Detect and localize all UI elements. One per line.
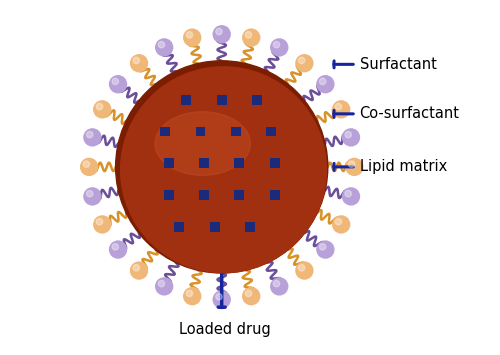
Circle shape <box>316 75 334 93</box>
Circle shape <box>295 261 314 280</box>
Circle shape <box>109 240 127 259</box>
Circle shape <box>109 75 127 93</box>
Circle shape <box>120 67 326 273</box>
Circle shape <box>186 32 192 38</box>
Circle shape <box>133 57 140 64</box>
Circle shape <box>348 161 355 167</box>
Circle shape <box>212 25 231 43</box>
Circle shape <box>212 290 231 309</box>
Bar <box>196 127 205 136</box>
Circle shape <box>93 100 112 119</box>
Bar <box>252 95 262 105</box>
Circle shape <box>116 61 328 273</box>
Text: Loaded drug: Loaded drug <box>180 322 271 337</box>
Circle shape <box>270 38 288 56</box>
Circle shape <box>342 187 360 206</box>
Bar <box>174 222 184 232</box>
Circle shape <box>274 280 280 287</box>
Circle shape <box>335 218 342 225</box>
Circle shape <box>158 42 164 48</box>
Circle shape <box>86 190 93 197</box>
Bar <box>160 127 170 136</box>
Bar <box>245 222 255 232</box>
Ellipse shape <box>155 112 250 175</box>
Circle shape <box>130 54 148 72</box>
Circle shape <box>274 42 280 48</box>
Circle shape <box>345 190 352 197</box>
Circle shape <box>158 280 164 287</box>
Circle shape <box>155 277 174 296</box>
Bar <box>199 190 209 200</box>
Circle shape <box>86 131 93 138</box>
Circle shape <box>298 57 305 64</box>
Circle shape <box>270 277 288 296</box>
Bar <box>164 158 173 168</box>
Circle shape <box>133 264 140 271</box>
Text: Surfactant: Surfactant <box>360 57 436 72</box>
Circle shape <box>80 158 98 176</box>
Circle shape <box>245 32 252 38</box>
Text: Co-surfactant: Co-surfactant <box>360 106 460 121</box>
Circle shape <box>242 28 260 47</box>
Bar <box>270 158 280 168</box>
Circle shape <box>242 287 260 305</box>
Circle shape <box>332 100 350 119</box>
Circle shape <box>345 158 364 176</box>
Circle shape <box>216 28 222 35</box>
Circle shape <box>342 128 360 147</box>
Circle shape <box>298 264 305 271</box>
Circle shape <box>96 218 102 225</box>
Text: Lipid matrix: Lipid matrix <box>360 159 447 174</box>
Bar <box>217 95 226 105</box>
Bar <box>231 127 241 136</box>
Circle shape <box>316 240 334 259</box>
Circle shape <box>320 244 326 250</box>
Circle shape <box>295 54 314 72</box>
Circle shape <box>345 131 352 138</box>
Circle shape <box>96 103 102 110</box>
Bar <box>210 222 220 232</box>
Circle shape <box>186 290 192 297</box>
Bar <box>199 158 209 168</box>
Circle shape <box>112 244 118 250</box>
Circle shape <box>245 290 252 297</box>
Bar <box>182 95 192 105</box>
Circle shape <box>93 215 112 234</box>
Bar <box>234 190 244 200</box>
Circle shape <box>155 38 174 56</box>
Circle shape <box>112 78 118 85</box>
Circle shape <box>83 128 102 147</box>
Circle shape <box>83 187 102 206</box>
Circle shape <box>216 294 222 300</box>
Circle shape <box>320 78 326 85</box>
Circle shape <box>183 28 202 47</box>
Bar <box>234 158 244 168</box>
Circle shape <box>183 287 202 305</box>
Circle shape <box>130 261 148 280</box>
Circle shape <box>83 161 89 167</box>
Bar <box>266 127 276 136</box>
Circle shape <box>335 103 342 110</box>
Bar <box>270 190 280 200</box>
Bar <box>164 190 173 200</box>
Circle shape <box>332 215 350 234</box>
